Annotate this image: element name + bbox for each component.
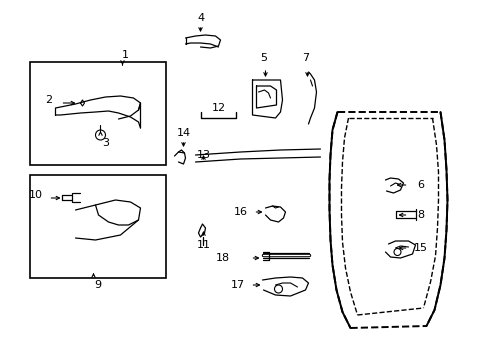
Text: 9: 9 — [94, 280, 101, 290]
Text: 3: 3 — [102, 138, 109, 148]
Text: 4: 4 — [197, 13, 203, 23]
Text: 8: 8 — [416, 210, 423, 220]
Text: 12: 12 — [211, 103, 225, 113]
Text: 7: 7 — [301, 53, 308, 63]
Text: 2: 2 — [45, 95, 52, 105]
Bar — [30, 62, 165, 165]
Text: 10: 10 — [28, 190, 42, 200]
Text: 17: 17 — [230, 280, 244, 290]
Text: 1: 1 — [122, 50, 129, 60]
Text: 16: 16 — [233, 207, 247, 217]
Text: 14: 14 — [176, 128, 190, 138]
Text: 15: 15 — [413, 243, 427, 253]
Text: 6: 6 — [416, 180, 423, 190]
Text: 11: 11 — [196, 240, 210, 250]
Text: 18: 18 — [215, 253, 229, 263]
Text: 13: 13 — [196, 150, 210, 160]
Bar — [30, 175, 165, 278]
Text: 5: 5 — [260, 53, 266, 63]
